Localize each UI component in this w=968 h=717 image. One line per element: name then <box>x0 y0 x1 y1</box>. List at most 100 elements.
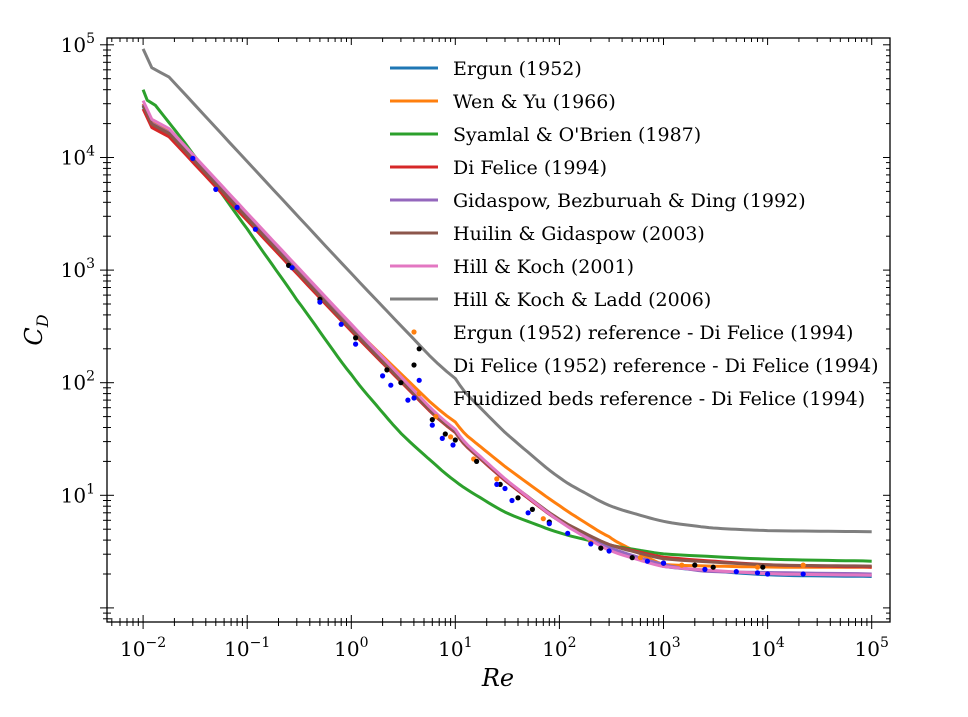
point-ergun-1952-reference-di-felice-1994 <box>754 564 761 570</box>
legend-item: Fluidized beds reference - Di Felice (19… <box>411 388 865 410</box>
point-fluidized-beds-reference-di-felice-1994 <box>338 321 344 327</box>
y-tick-label: 102 <box>61 369 95 395</box>
series-syamlal-o-brien-1987 <box>141 89 872 563</box>
series-hill-koch-2001 <box>141 99 872 577</box>
point-ergun-1952-reference-di-felice-1994 <box>679 562 685 568</box>
y-tick-labels: 101 102 103 104 105 <box>61 31 95 507</box>
x-tick-label: 101 <box>438 635 472 661</box>
x-tick-label: 10−1 <box>224 635 270 661</box>
x-axis-label: Re <box>481 664 514 692</box>
legend-swatch-dot <box>411 395 417 401</box>
point-di-felice-1952-reference-di-felice-1994 <box>515 495 521 501</box>
point-fluidized-beds-reference-di-felice-1994 <box>234 204 240 210</box>
legend-item: Di Felice (1952) reference - Di Felice (… <box>411 355 879 377</box>
y-tick-label: 103 <box>61 256 95 282</box>
point-fluidized-beds-reference-di-felice-1994 <box>388 382 394 388</box>
legend-label: Hill & Koch & Ladd (2006) <box>453 289 711 311</box>
legend-swatch-dot <box>411 329 417 335</box>
point-fluidized-beds-reference-di-felice-1994 <box>502 485 508 492</box>
legend-item: Gidaspow, Bezburuah & Ding (1992) <box>390 190 806 212</box>
point-fluidized-beds-reference-di-felice-1994 <box>450 442 456 448</box>
x-tick-label: 103 <box>646 635 680 661</box>
point-fluidized-beds-reference-di-felice-1994 <box>190 155 196 161</box>
plot-area-frame <box>106 37 891 623</box>
y-tick-label: 105 <box>61 31 95 57</box>
point-fluidized-beds-reference-di-felice-1994 <box>289 265 295 271</box>
legend-label: Di Felice (1994) <box>453 157 607 179</box>
point-ergun-1952-reference-di-felice-1994 <box>494 476 500 482</box>
x-tick-label: 104 <box>750 635 784 661</box>
x-tick-label: 10−2 <box>120 635 166 661</box>
legend-item: Ergun (1952) <box>390 58 582 80</box>
point-di-felice-1952-reference-di-felice-1994 <box>452 437 458 443</box>
point-fluidized-beds-reference-di-felice-1994 <box>405 397 411 403</box>
point-ergun-1952-reference-di-felice-1994 <box>800 562 806 568</box>
point-ergun-1952-reference-di-felice-1994 <box>637 555 644 561</box>
legend-item: Ergun (1952) reference - Di Felice (1994… <box>411 322 853 344</box>
point-fluidized-beds-reference-di-felice-1994 <box>754 570 761 576</box>
legend-item: Hill & Koch & Ladd (2006) <box>390 289 711 311</box>
point-di-felice-1952-reference-di-felice-1994 <box>474 458 480 464</box>
line-hill-koch-ladd-2006 <box>141 48 872 534</box>
series-fluidized-beds-reference-di-felice-1994 <box>190 155 806 577</box>
legend-item: Wen & Yu (1966) <box>390 91 616 113</box>
series-di-felice-1952-reference-di-felice-1994 <box>286 262 766 570</box>
legend-label: Gidaspow, Bezburuah & Ding (1992) <box>453 190 806 212</box>
point-fluidized-beds-reference-di-felice-1994 <box>509 497 515 504</box>
point-fluidized-beds-reference-di-felice-1994 <box>353 341 359 347</box>
point-ergun-1952-reference-di-felice-1994 <box>416 391 422 397</box>
y-tick-label: 104 <box>61 144 95 170</box>
point-fluidized-beds-reference-di-felice-1994 <box>606 548 612 554</box>
legend-label: Huilin & Gidaspow (2003) <box>453 223 705 245</box>
point-fluidized-beds-reference-di-felice-1994 <box>644 558 651 564</box>
y-tick-label: 101 <box>61 481 95 507</box>
point-fluidized-beds-reference-di-felice-1994 <box>439 435 445 441</box>
point-di-felice-1952-reference-di-felice-1994 <box>353 335 359 341</box>
point-fluidized-beds-reference-di-felice-1994 <box>317 299 323 305</box>
point-di-felice-1952-reference-di-felice-1994 <box>442 431 448 437</box>
point-ergun-1952-reference-di-felice-1994 <box>433 414 439 420</box>
legend-label: Ergun (1952) <box>453 58 582 80</box>
legend-label: Wen & Yu (1966) <box>453 91 616 113</box>
point-fluidized-beds-reference-di-felice-1994 <box>416 377 422 383</box>
point-fluidized-beds-reference-di-felice-1994 <box>252 226 258 232</box>
point-fluidized-beds-reference-di-felice-1994 <box>525 510 531 516</box>
point-di-felice-1952-reference-di-felice-1994 <box>598 545 604 551</box>
series-layer <box>141 48 872 578</box>
legend-item: Huilin & Gidaspow (2003) <box>390 223 705 245</box>
point-fluidized-beds-reference-di-felice-1994 <box>494 481 500 487</box>
point-fluidized-beds-reference-di-felice-1994 <box>588 541 594 547</box>
point-ergun-1952-reference-di-felice-1994 <box>448 434 454 440</box>
legend-label: Ergun (1952) reference - Di Felice (1994… <box>453 322 853 344</box>
point-di-felice-1952-reference-di-felice-1994 <box>692 562 698 568</box>
x-tick-label: 105 <box>855 635 889 661</box>
point-di-felice-1952-reference-di-felice-1994 <box>629 555 635 561</box>
x-tick-label: 100 <box>334 635 368 661</box>
legend-item: Di Felice (1994) <box>390 157 607 179</box>
series-ergun-1952-reference-di-felice-1994 <box>416 391 806 570</box>
legend-label: Di Felice (1952) reference - Di Felice (… <box>453 355 879 377</box>
x-tick-label: 102 <box>542 635 576 661</box>
point-fluidized-beds-reference-di-felice-1994 <box>565 530 571 536</box>
legend-item: Hill & Koch (2001) <box>390 256 634 278</box>
point-di-felice-1952-reference-di-felice-1994 <box>416 346 422 352</box>
legend-label: Syamlal & O'Brien (1987) <box>453 124 701 146</box>
point-fluidized-beds-reference-di-felice-1994 <box>765 571 771 577</box>
series-hill-koch-ladd-2006 <box>141 48 872 534</box>
point-fluidized-beds-reference-di-felice-1994 <box>213 186 219 192</box>
legend-swatch-dot <box>411 362 417 368</box>
point-fluidized-beds-reference-di-felice-1994 <box>660 560 667 566</box>
legend-item: Syamlal & O'Brien (1987) <box>390 124 701 146</box>
line-hill-koch-2001 <box>141 99 872 577</box>
legend: Ergun (1952) Wen & Yu (1966) Syamlal & O'B… <box>390 58 879 410</box>
point-di-felice-1952-reference-di-felice-1994 <box>384 367 390 373</box>
point-ergun-1952-reference-di-felice-1994 <box>540 516 546 522</box>
y-axis-label: CD <box>20 314 52 345</box>
point-fluidized-beds-reference-di-felice-1994 <box>546 521 552 527</box>
point-di-felice-1952-reference-di-felice-1994 <box>429 417 435 423</box>
point-fluidized-beds-reference-di-felice-1994 <box>702 566 708 573</box>
point-fluidized-beds-reference-di-felice-1994 <box>800 571 806 577</box>
legend-label: Hill & Koch (2001) <box>453 256 634 278</box>
line-syamlal-o-brien-1987 <box>141 89 872 563</box>
